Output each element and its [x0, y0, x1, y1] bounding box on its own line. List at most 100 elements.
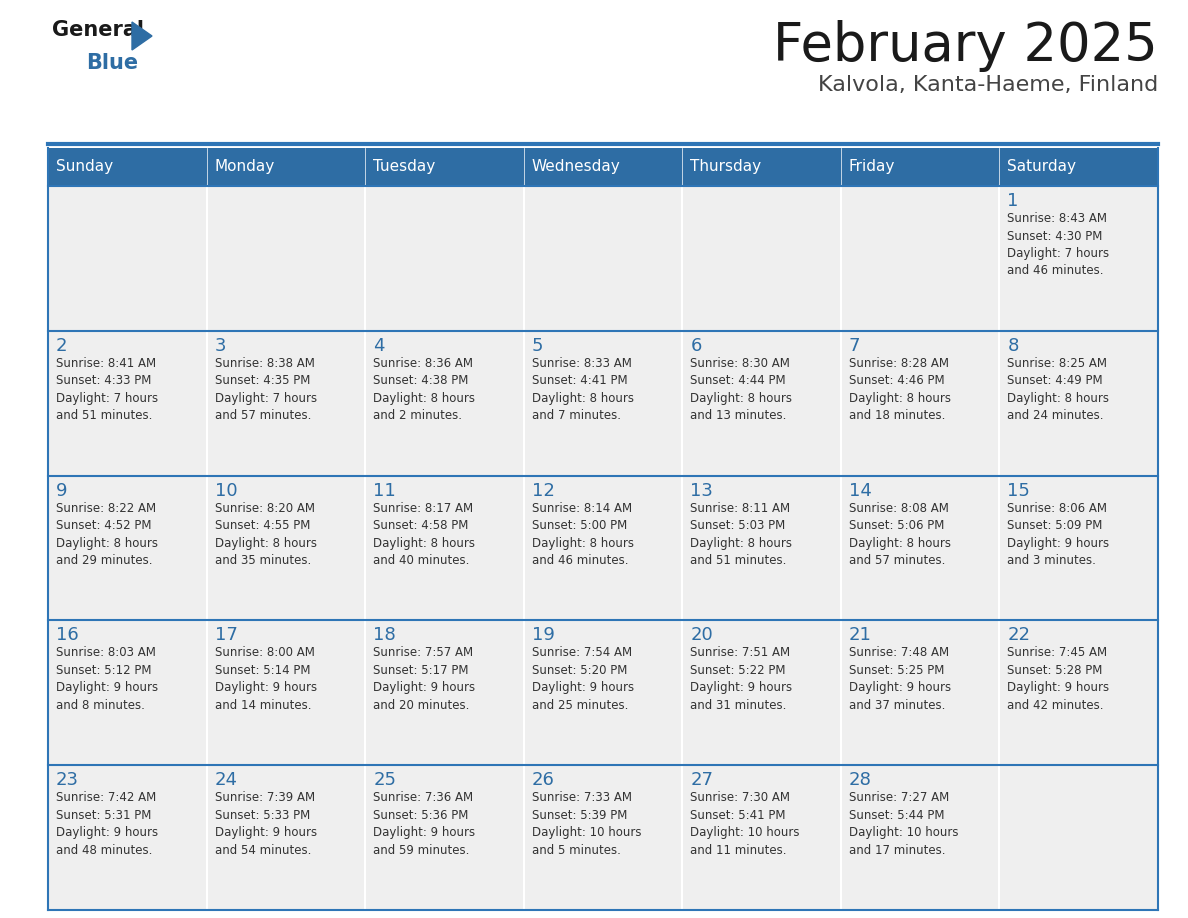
Text: 13: 13 [690, 482, 713, 499]
Bar [207, 330, 365, 476]
Text: Sunrise: 8:43 AM
Sunset: 4:30 PM
Daylight: 7 hours
and 46 minutes.: Sunrise: 8:43 AM Sunset: 4:30 PM Dayligh… [1007, 212, 1110, 277]
Bar [524, 621, 682, 766]
Text: Sunrise: 8:08 AM
Sunset: 5:06 PM
Daylight: 8 hours
and 57 minutes.: Sunrise: 8:08 AM Sunset: 5:06 PM Dayligh… [849, 501, 950, 567]
Text: 15: 15 [1007, 482, 1030, 499]
Text: 12: 12 [532, 482, 555, 499]
Text: Sunrise: 8:36 AM
Sunset: 4:38 PM
Daylight: 8 hours
and 2 minutes.: Sunrise: 8:36 AM Sunset: 4:38 PM Dayligh… [373, 357, 475, 422]
Text: 14: 14 [849, 482, 872, 499]
Text: Sunrise: 7:57 AM
Sunset: 5:17 PM
Daylight: 9 hours
and 20 minutes.: Sunrise: 7:57 AM Sunset: 5:17 PM Dayligh… [373, 646, 475, 711]
Bar [682, 476, 841, 621]
Text: Sunrise: 8:11 AM
Sunset: 5:03 PM
Daylight: 8 hours
and 51 minutes.: Sunrise: 8:11 AM Sunset: 5:03 PM Dayligh… [690, 501, 792, 567]
Text: 6: 6 [690, 337, 702, 354]
Bar [48, 186, 207, 330]
Text: Sunrise: 7:27 AM
Sunset: 5:44 PM
Daylight: 10 hours
and 17 minutes.: Sunrise: 7:27 AM Sunset: 5:44 PM Dayligh… [849, 791, 959, 856]
Bar [365, 330, 524, 476]
Text: Sunrise: 8:28 AM
Sunset: 4:46 PM
Daylight: 8 hours
and 18 minutes.: Sunrise: 8:28 AM Sunset: 4:46 PM Dayligh… [849, 357, 950, 422]
Text: 10: 10 [215, 482, 238, 499]
Text: 27: 27 [690, 771, 713, 789]
Bar [48, 330, 207, 476]
Text: Sunrise: 8:30 AM
Sunset: 4:44 PM
Daylight: 8 hours
and 13 minutes.: Sunrise: 8:30 AM Sunset: 4:44 PM Dayligh… [690, 357, 792, 422]
Text: Sunrise: 8:00 AM
Sunset: 5:14 PM
Daylight: 9 hours
and 14 minutes.: Sunrise: 8:00 AM Sunset: 5:14 PM Dayligh… [215, 646, 317, 711]
Text: 2: 2 [56, 337, 68, 354]
Text: 25: 25 [373, 771, 396, 789]
Text: Tuesday: Tuesday [373, 160, 435, 174]
Text: 24: 24 [215, 771, 238, 789]
Text: 20: 20 [690, 626, 713, 644]
Bar [999, 766, 1158, 910]
Bar [999, 621, 1158, 766]
Text: Sunrise: 8:25 AM
Sunset: 4:49 PM
Daylight: 8 hours
and 24 minutes.: Sunrise: 8:25 AM Sunset: 4:49 PM Dayligh… [1007, 357, 1110, 422]
Text: Kalvola, Kanta-Haeme, Finland: Kalvola, Kanta-Haeme, Finland [817, 75, 1158, 95]
Text: Sunrise: 7:48 AM
Sunset: 5:25 PM
Daylight: 9 hours
and 37 minutes.: Sunrise: 7:48 AM Sunset: 5:25 PM Dayligh… [849, 646, 950, 711]
Bar [207, 186, 365, 330]
Text: 9: 9 [56, 482, 68, 499]
Text: Sunrise: 7:51 AM
Sunset: 5:22 PM
Daylight: 9 hours
and 31 minutes.: Sunrise: 7:51 AM Sunset: 5:22 PM Dayligh… [690, 646, 792, 711]
Text: 22: 22 [1007, 626, 1030, 644]
Bar [841, 766, 999, 910]
Bar [207, 766, 365, 910]
Bar [841, 186, 999, 330]
Text: Sunrise: 8:03 AM
Sunset: 5:12 PM
Daylight: 9 hours
and 8 minutes.: Sunrise: 8:03 AM Sunset: 5:12 PM Dayligh… [56, 646, 158, 711]
Bar [999, 148, 1158, 186]
Bar [841, 476, 999, 621]
Text: 4: 4 [373, 337, 385, 354]
Text: Sunrise: 7:30 AM
Sunset: 5:41 PM
Daylight: 10 hours
and 11 minutes.: Sunrise: 7:30 AM Sunset: 5:41 PM Dayligh… [690, 791, 800, 856]
Bar [48, 766, 207, 910]
Text: 26: 26 [532, 771, 555, 789]
Text: 11: 11 [373, 482, 396, 499]
Bar [999, 330, 1158, 476]
Bar [524, 186, 682, 330]
Text: 1: 1 [1007, 192, 1019, 210]
Text: Sunrise: 8:17 AM
Sunset: 4:58 PM
Daylight: 8 hours
and 40 minutes.: Sunrise: 8:17 AM Sunset: 4:58 PM Dayligh… [373, 501, 475, 567]
Text: 28: 28 [849, 771, 872, 789]
Bar [682, 186, 841, 330]
Bar [524, 476, 682, 621]
Bar [207, 148, 365, 186]
Text: Sunrise: 8:06 AM
Sunset: 5:09 PM
Daylight: 9 hours
and 3 minutes.: Sunrise: 8:06 AM Sunset: 5:09 PM Dayligh… [1007, 501, 1110, 567]
Text: Sunrise: 8:33 AM
Sunset: 4:41 PM
Daylight: 8 hours
and 7 minutes.: Sunrise: 8:33 AM Sunset: 4:41 PM Dayligh… [532, 357, 633, 422]
Bar [841, 621, 999, 766]
Bar [682, 148, 841, 186]
Bar [48, 148, 207, 186]
Text: 16: 16 [56, 626, 78, 644]
Bar [841, 330, 999, 476]
Text: Blue: Blue [86, 53, 138, 73]
Text: Thursday: Thursday [690, 160, 762, 174]
Text: Wednesday: Wednesday [532, 160, 620, 174]
Text: 7: 7 [849, 337, 860, 354]
Text: Sunrise: 7:36 AM
Sunset: 5:36 PM
Daylight: 9 hours
and 59 minutes.: Sunrise: 7:36 AM Sunset: 5:36 PM Dayligh… [373, 791, 475, 856]
Text: Sunrise: 8:20 AM
Sunset: 4:55 PM
Daylight: 8 hours
and 35 minutes.: Sunrise: 8:20 AM Sunset: 4:55 PM Dayligh… [215, 501, 316, 567]
Text: Sunrise: 8:22 AM
Sunset: 4:52 PM
Daylight: 8 hours
and 29 minutes.: Sunrise: 8:22 AM Sunset: 4:52 PM Dayligh… [56, 501, 158, 567]
Polygon shape [132, 22, 152, 50]
Bar [48, 621, 207, 766]
Bar [48, 476, 207, 621]
Text: General: General [52, 20, 144, 40]
Bar [682, 330, 841, 476]
Bar [207, 476, 365, 621]
Bar [365, 766, 524, 910]
Bar [682, 766, 841, 910]
Text: 21: 21 [849, 626, 872, 644]
Bar [999, 186, 1158, 330]
Text: Sunrise: 7:54 AM
Sunset: 5:20 PM
Daylight: 9 hours
and 25 minutes.: Sunrise: 7:54 AM Sunset: 5:20 PM Dayligh… [532, 646, 634, 711]
Bar [524, 148, 682, 186]
Text: Friday: Friday [849, 160, 896, 174]
Bar [524, 330, 682, 476]
Text: Sunrise: 8:14 AM
Sunset: 5:00 PM
Daylight: 8 hours
and 46 minutes.: Sunrise: 8:14 AM Sunset: 5:00 PM Dayligh… [532, 501, 633, 567]
Text: Sunrise: 7:39 AM
Sunset: 5:33 PM
Daylight: 9 hours
and 54 minutes.: Sunrise: 7:39 AM Sunset: 5:33 PM Dayligh… [215, 791, 317, 856]
Text: Sunrise: 8:41 AM
Sunset: 4:33 PM
Daylight: 7 hours
and 51 minutes.: Sunrise: 8:41 AM Sunset: 4:33 PM Dayligh… [56, 357, 158, 422]
Text: February 2025: February 2025 [773, 20, 1158, 72]
Text: Sunrise: 7:45 AM
Sunset: 5:28 PM
Daylight: 9 hours
and 42 minutes.: Sunrise: 7:45 AM Sunset: 5:28 PM Dayligh… [1007, 646, 1110, 711]
Text: 23: 23 [56, 771, 78, 789]
Bar [682, 621, 841, 766]
Text: Monday: Monday [215, 160, 274, 174]
Text: 5: 5 [532, 337, 543, 354]
Bar [365, 621, 524, 766]
Text: 8: 8 [1007, 337, 1019, 354]
Bar [365, 186, 524, 330]
Text: 3: 3 [215, 337, 226, 354]
Bar [365, 476, 524, 621]
Bar [524, 766, 682, 910]
Text: Sunrise: 7:42 AM
Sunset: 5:31 PM
Daylight: 9 hours
and 48 minutes.: Sunrise: 7:42 AM Sunset: 5:31 PM Dayligh… [56, 791, 158, 856]
Bar [365, 148, 524, 186]
